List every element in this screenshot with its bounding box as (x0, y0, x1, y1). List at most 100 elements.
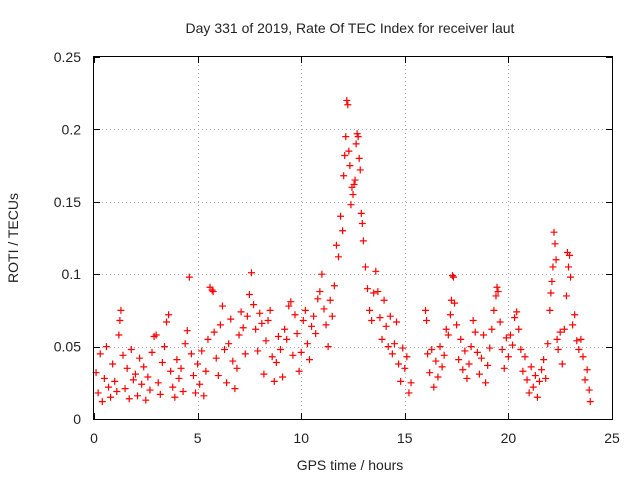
data-point (127, 345, 135, 353)
data-point (308, 322, 316, 330)
data-point (200, 392, 208, 400)
data-point (291, 311, 299, 319)
data-point (340, 172, 348, 180)
data-point (484, 361, 492, 369)
data-point (279, 373, 287, 381)
data-point (131, 370, 139, 378)
data-point (480, 331, 488, 339)
data-point (105, 383, 113, 391)
data-point (341, 151, 349, 159)
data-point (560, 325, 568, 333)
data-point (482, 379, 490, 387)
data-point (214, 372, 222, 380)
data-point (423, 317, 431, 325)
y-tick-label: 0.1 (62, 266, 82, 282)
data-point (403, 353, 411, 361)
data-point (355, 154, 363, 162)
data-point (274, 332, 282, 340)
chart-title: Day 331 of 2019, Rate Of TEC Index for r… (186, 20, 515, 36)
axis-ticks (94, 57, 613, 420)
data-point (343, 96, 351, 104)
data-point (100, 374, 108, 382)
data-point (492, 292, 500, 300)
y-tick-label: 0.25 (54, 49, 81, 65)
y-tick-labels: 0 0.05 0.1 0.15 0.2 0.25 (54, 49, 81, 427)
data-point (393, 318, 401, 326)
data-point (181, 340, 189, 348)
data-point (581, 376, 589, 384)
data-point (194, 360, 202, 368)
data-point (566, 251, 574, 259)
data-point (312, 330, 320, 338)
data-point (585, 386, 593, 394)
data-point (160, 343, 168, 351)
data-point (337, 212, 345, 220)
x-tick-label: 25 (604, 430, 620, 446)
data-point (550, 228, 558, 236)
x-axis-title: GPS time / hours (297, 457, 404, 473)
data-point (583, 366, 591, 374)
data-point (352, 140, 360, 148)
data-point (260, 370, 268, 378)
data-point (225, 340, 233, 348)
data-point (473, 348, 481, 356)
data-point (117, 306, 125, 314)
data-point (142, 396, 150, 404)
data-point (488, 325, 496, 333)
data-point (434, 373, 442, 381)
data-point (432, 357, 440, 365)
data-point (204, 335, 212, 343)
data-point (442, 325, 450, 333)
data-point (529, 383, 537, 391)
data-point (305, 356, 313, 364)
data-point (533, 393, 541, 401)
data-point (444, 331, 452, 339)
data-point (177, 364, 185, 372)
data-point (287, 298, 295, 306)
data-point (397, 377, 405, 385)
data-point (535, 377, 543, 385)
y-tick-label: 0 (73, 411, 81, 427)
x-tick-label: 10 (293, 430, 309, 446)
data-point (235, 331, 243, 339)
data-point (384, 343, 392, 351)
data-point (289, 351, 297, 359)
data-point (316, 288, 324, 296)
data-point (175, 374, 183, 382)
data-point (368, 317, 376, 325)
data-point (552, 256, 560, 264)
x-tick-label: 5 (194, 430, 202, 446)
data-point (179, 387, 187, 395)
data-point (500, 364, 508, 372)
data-point (158, 359, 166, 367)
data-point (227, 315, 235, 323)
data-point (109, 360, 117, 368)
data-point (350, 180, 358, 188)
data-point (183, 327, 191, 335)
data-point (247, 269, 255, 277)
data-point (562, 292, 570, 300)
data-point (378, 335, 386, 343)
data-point (372, 267, 380, 275)
data-point (430, 383, 438, 391)
data-point (502, 334, 510, 342)
data-point (457, 335, 465, 343)
data-point (276, 345, 284, 353)
data-point (542, 374, 550, 382)
y-tick-label: 0.2 (62, 121, 82, 137)
data-point (218, 302, 226, 310)
data-point (525, 389, 533, 397)
data-point (210, 328, 218, 336)
data-point (330, 282, 338, 290)
data-point (134, 392, 142, 400)
data-point (382, 322, 390, 330)
data-point (339, 227, 347, 235)
data-point (399, 344, 407, 352)
x-tick-label: 0 (90, 430, 98, 446)
data-point (586, 398, 594, 406)
data-point (116, 317, 124, 325)
data-point (519, 367, 527, 375)
data-point (517, 345, 525, 353)
data-point (272, 359, 280, 367)
grid-lines (94, 57, 612, 419)
